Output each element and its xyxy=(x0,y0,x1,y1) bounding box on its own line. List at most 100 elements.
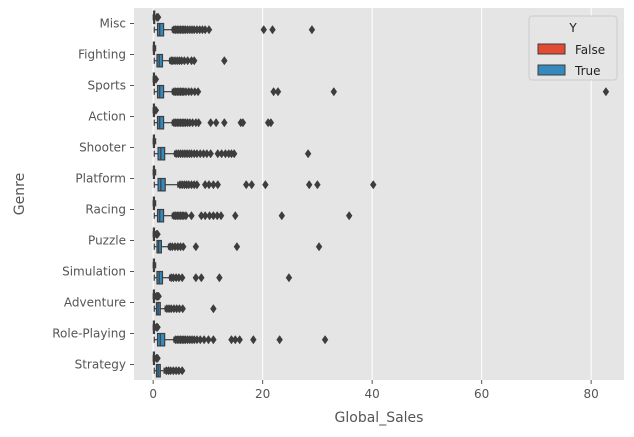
outlier-point xyxy=(216,273,223,283)
outlier-point xyxy=(267,118,275,128)
outlier-point xyxy=(315,242,323,252)
box-false-racing xyxy=(152,196,157,211)
outlier-point xyxy=(155,291,162,301)
grid-lines xyxy=(152,8,592,380)
outlier-point xyxy=(250,335,257,345)
box-true-platform xyxy=(153,177,377,192)
box-true-misc xyxy=(153,22,316,37)
outlier-point xyxy=(242,180,250,190)
legend: Y False True xyxy=(528,15,618,81)
outlier-point xyxy=(278,211,286,221)
box-true-fighting xyxy=(153,53,228,68)
y-tick-label: Shooter xyxy=(79,141,126,155)
outlier-point xyxy=(314,180,321,190)
outlier-point xyxy=(179,304,186,314)
box-false-platform xyxy=(152,165,157,180)
outlier-point xyxy=(230,149,238,159)
outlier-point xyxy=(210,304,217,314)
outlier-point xyxy=(205,25,213,35)
box-false-adventure xyxy=(152,289,162,304)
outlier-point xyxy=(152,105,160,115)
y-tick-label: Sports xyxy=(88,79,126,93)
outlier-point xyxy=(321,335,329,345)
y-tick-label: Simulation xyxy=(62,265,126,279)
outlier-point xyxy=(217,211,225,221)
box-false-shooter xyxy=(152,134,157,149)
outlier-point xyxy=(192,273,200,283)
box-true-puzzle xyxy=(153,239,323,254)
outlier-point xyxy=(201,211,209,221)
outlier-point xyxy=(154,12,162,22)
box-true-sports xyxy=(153,84,610,99)
box-iqr xyxy=(156,332,166,347)
y-tick-label: Strategy xyxy=(75,358,126,372)
y-axis-title: Genre xyxy=(12,173,28,215)
outlier-point xyxy=(276,335,283,345)
box-true-simulation xyxy=(153,270,293,285)
box-true-racing xyxy=(153,208,353,223)
box-false-fighting xyxy=(152,41,157,56)
outlier-point xyxy=(180,242,187,252)
outlier-point xyxy=(232,335,239,345)
legend-title: Y xyxy=(568,21,577,35)
box-false-action xyxy=(152,103,160,118)
legend-swatch-true xyxy=(537,64,566,76)
box-plots xyxy=(152,10,610,378)
outlier-point xyxy=(190,56,198,66)
outlier-point xyxy=(308,25,316,35)
box-true-role-playing xyxy=(153,332,329,347)
outlier-point xyxy=(260,25,267,35)
outlier-point xyxy=(154,353,161,363)
outlier-point xyxy=(248,180,255,190)
box-false-strategy xyxy=(152,351,161,366)
outlier-point xyxy=(200,335,208,345)
outlier-point xyxy=(210,335,217,345)
outlier-point xyxy=(154,229,161,239)
y-tick-label: Puzzle xyxy=(88,234,126,248)
outlier-point xyxy=(205,180,213,190)
outlier-point xyxy=(214,180,222,190)
box-false-puzzle xyxy=(152,227,161,242)
y-tick-label: Platform xyxy=(75,172,126,186)
outlier-point xyxy=(236,335,243,345)
outlier-point xyxy=(239,118,247,128)
outlier-point xyxy=(285,273,293,283)
outlier-point xyxy=(205,335,212,345)
outlier-point xyxy=(207,149,214,159)
x-tick-label: 0 xyxy=(149,387,157,401)
box-iqr xyxy=(156,22,165,37)
outlier-point xyxy=(233,242,241,252)
x-axis-title: Global_Sales xyxy=(335,410,424,426)
outlier-point xyxy=(221,56,228,66)
outlier-point xyxy=(232,211,239,221)
outlier-point xyxy=(207,118,214,128)
outlier-point xyxy=(330,87,338,97)
legend-swatch-false xyxy=(537,43,566,55)
y-tick-label: Racing xyxy=(85,203,126,217)
outlier-point xyxy=(154,322,161,332)
outlier-point xyxy=(221,118,228,128)
outlier-point xyxy=(178,273,186,283)
outlier-point xyxy=(270,87,277,97)
outlier-point xyxy=(262,180,269,190)
x-tick-label: 60 xyxy=(474,387,489,401)
x-tick-label: 40 xyxy=(365,387,380,401)
y-axis-ticks: Misc Fighting Sports Action Shooter Platform R… xyxy=(52,17,134,372)
box-false-role-playing xyxy=(152,320,161,335)
outlier-point xyxy=(152,74,160,84)
box-true-shooter xyxy=(153,146,312,161)
outlier-point xyxy=(198,273,205,283)
outlier-point xyxy=(188,211,195,221)
x-tick-label: 20 xyxy=(255,387,270,401)
outlier-point xyxy=(212,118,220,128)
outlier-point xyxy=(193,180,201,190)
y-tick-label: Adventure xyxy=(64,296,126,310)
outlier-point xyxy=(195,118,202,128)
outlier-point xyxy=(274,87,282,97)
box-true-strategy xyxy=(153,363,186,378)
box-true-adventure xyxy=(153,301,217,316)
box-iqr xyxy=(156,208,165,223)
outlier-point xyxy=(182,211,190,221)
box-iqr xyxy=(156,115,165,130)
